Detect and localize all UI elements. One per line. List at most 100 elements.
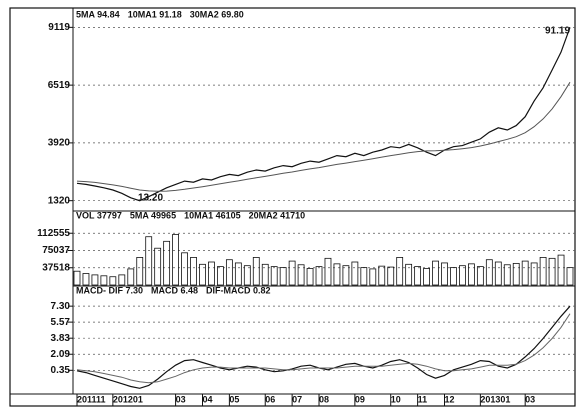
volume-bar — [378, 265, 386, 286]
volume-bar — [190, 257, 197, 286]
legend-text: 5MA 49965 — [130, 210, 176, 220]
volume-bar — [270, 266, 278, 286]
volume-bar — [566, 267, 574, 286]
x-tick-label: 12 — [445, 394, 455, 404]
x-tick-label: 201201 — [113, 394, 143, 404]
y-tick-label: 1320 — [48, 195, 71, 206]
x-tick-label: 08 — [319, 394, 329, 404]
legend-text: 5MA 94.84 — [76, 9, 120, 19]
volume-bar — [512, 262, 520, 286]
series-line — [76, 305, 571, 389]
volume-bar — [557, 254, 565, 286]
volume-bar — [387, 266, 395, 286]
x-tick-label: 201111 — [77, 394, 106, 404]
volume-bar — [396, 257, 404, 286]
legend-text: 20MA2 41710 — [249, 210, 306, 220]
volume-bar — [181, 252, 188, 286]
volume-bar — [521, 260, 529, 286]
volume-bar — [297, 264, 305, 286]
volume-bar — [467, 263, 475, 286]
volume-bar — [423, 268, 430, 286]
volume-bar — [539, 257, 547, 286]
volume-bar — [351, 261, 359, 286]
volume-bar — [225, 259, 233, 286]
volume-bar — [414, 266, 422, 286]
annotation: 13.20 — [138, 193, 163, 204]
volume-bar — [369, 268, 377, 286]
y-tick-label: 3920 — [48, 138, 71, 149]
volume-bar — [494, 261, 502, 286]
volume-bar — [548, 257, 556, 286]
y-tick-label: 112555 — [37, 228, 70, 239]
volume-bar — [243, 265, 251, 286]
volume-bar — [127, 268, 135, 286]
x-tick-label: 06 — [265, 394, 275, 404]
volume-bar — [476, 266, 484, 286]
volume-bar — [503, 264, 511, 286]
volume-bar — [288, 260, 296, 286]
volume-bar — [234, 262, 242, 286]
legend-text: DIF-MACD 0.82 — [206, 285, 271, 295]
frame — [9, 7, 576, 407]
annotation: 91.19 — [545, 26, 570, 37]
volume-bar — [100, 275, 108, 286]
x-tick-label: 04 — [202, 394, 212, 404]
legend-text: VOL 37797 — [76, 210, 122, 220]
y-tick-label: 2.09 — [51, 349, 71, 360]
volume-bar — [530, 262, 538, 286]
volume-bar — [217, 266, 224, 286]
volume-bar — [73, 270, 81, 286]
volume-bar — [208, 261, 215, 286]
legend-text: MACD- DIF 7.30 — [76, 285, 143, 295]
legend-text: 10MA1 91.18 — [128, 9, 182, 19]
y-tick-label: 5.57 — [51, 317, 71, 328]
volume-bar — [154, 247, 162, 286]
volume-bar — [450, 267, 457, 286]
volume-bar — [118, 274, 126, 286]
x-tick-label: 10 — [391, 394, 401, 404]
volume-bar — [306, 268, 314, 286]
x-tick-label: 201301 — [480, 394, 510, 404]
volume-bar — [360, 267, 368, 286]
x-tick-label: 09 — [355, 394, 365, 404]
volume-bar — [459, 265, 466, 286]
volume-bar — [163, 240, 171, 286]
y-tick-label: 3.83 — [51, 333, 71, 344]
volume-bar — [324, 257, 332, 286]
y-tick-label: 0.35 — [51, 365, 71, 376]
series-line — [76, 81, 571, 192]
volume-bar — [109, 276, 117, 286]
volume-bar — [333, 263, 341, 286]
series-line — [76, 313, 571, 384]
legend-text: 30MA2 69.80 — [190, 9, 244, 19]
volume-bar — [279, 267, 287, 286]
x-tick-label: 05 — [229, 394, 239, 404]
y-tick-label: 7.30 — [51, 301, 71, 312]
volume-bar — [199, 263, 206, 286]
volume-bar — [261, 263, 269, 286]
y-tick-label: 75037 — [42, 245, 70, 256]
volume-bar — [342, 265, 350, 286]
volume-bar — [315, 266, 323, 286]
legend-text: 10MA1 46105 — [184, 210, 241, 220]
volume-bar — [252, 257, 260, 286]
y-tick-label: 9119 — [48, 22, 70, 33]
volume-bar — [432, 260, 439, 286]
x-tick-label: 11 — [418, 394, 428, 404]
volume-bar — [136, 257, 144, 286]
volume-bar — [172, 234, 180, 286]
volume-bar — [485, 259, 493, 286]
volume-bar — [405, 263, 413, 286]
x-tick-label: 03 — [176, 394, 186, 404]
x-tick-label: 03 — [525, 394, 535, 404]
volume-bar — [441, 262, 448, 286]
y-tick-label: 6519 — [48, 80, 71, 91]
legend-text: MACD 6.48 — [151, 285, 198, 295]
volume-bar — [145, 236, 153, 286]
y-tick-label: 37518 — [42, 262, 70, 273]
volume-bar — [91, 274, 99, 286]
volume-bar — [82, 273, 90, 286]
x-tick-label: 07 — [292, 394, 302, 404]
